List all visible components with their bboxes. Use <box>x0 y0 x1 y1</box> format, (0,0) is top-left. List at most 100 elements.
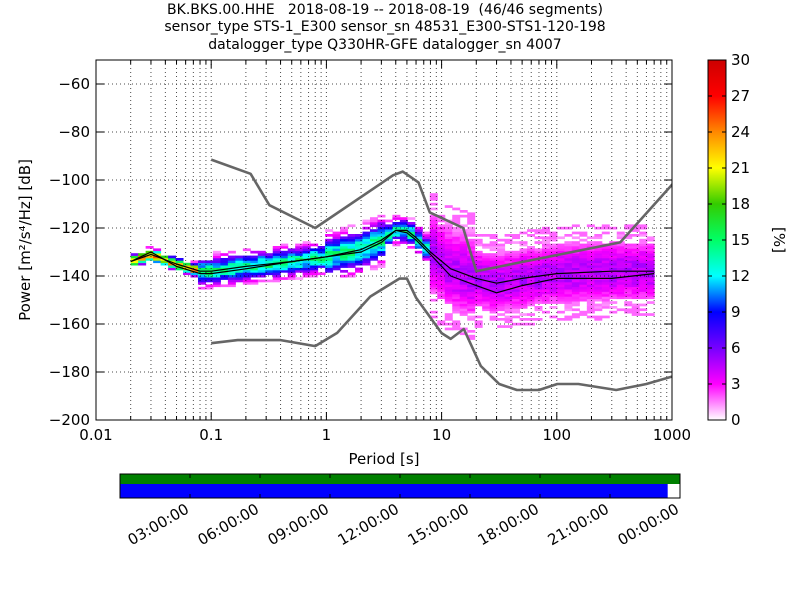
histogram-cell <box>287 248 296 252</box>
grid <box>96 60 672 420</box>
histogram-cell <box>512 301 521 304</box>
histogram-cell <box>459 214 468 218</box>
histogram-cell <box>646 236 655 240</box>
histogram-cell <box>429 282 438 285</box>
histogram-cell <box>369 234 378 237</box>
histogram-cell <box>609 296 618 300</box>
histogram-cell <box>280 250 289 254</box>
histogram-cell <box>571 265 580 268</box>
histogram-cell <box>609 301 618 304</box>
histogram-cell <box>399 234 408 237</box>
histogram-cell <box>556 291 565 295</box>
histogram-cell <box>235 258 244 261</box>
histogram-cell <box>272 279 281 283</box>
histogram-cell <box>227 272 236 276</box>
y-tick-label: −180 <box>49 363 90 381</box>
histogram-cell <box>631 267 640 271</box>
used-segments-bar <box>120 474 680 484</box>
histogram-cell <box>257 258 266 261</box>
histogram-cell <box>227 255 236 259</box>
histogram-cell <box>497 279 506 283</box>
histogram-cell <box>130 260 139 264</box>
histogram-cell <box>504 255 513 259</box>
histogram-cell <box>340 250 349 254</box>
histogram-cell <box>519 253 528 256</box>
histogram-cell <box>504 315 513 319</box>
histogram-cell <box>497 286 506 290</box>
histogram-cell <box>392 224 401 228</box>
histogram-cell <box>444 258 453 261</box>
histogram-cell <box>541 284 550 288</box>
histogram-cell <box>287 265 296 268</box>
histogram-cell <box>459 238 468 242</box>
histogram-cell <box>482 284 491 288</box>
histogram-cell <box>579 279 588 283</box>
histogram-cell <box>616 289 625 292</box>
histogram-cell <box>639 279 648 283</box>
histogram-cell <box>586 265 595 268</box>
histogram-cell <box>639 255 648 259</box>
histogram-cell <box>355 267 364 271</box>
histogram-cell <box>527 318 536 321</box>
histogram-cell <box>332 246 341 249</box>
histogram-cell <box>549 243 558 247</box>
histogram-cell <box>429 291 438 295</box>
histogram-cell <box>369 246 378 249</box>
histogram-cell <box>482 258 491 261</box>
histogram-cell <box>646 255 655 259</box>
histogram-cell <box>467 306 476 309</box>
histogram-cell <box>280 243 289 247</box>
histogram-cell <box>347 253 356 256</box>
histogram-cell <box>624 301 633 304</box>
histogram-cell <box>504 250 513 254</box>
histogram-cell <box>564 318 573 321</box>
histogram-cell <box>624 255 633 259</box>
histogram-cell <box>512 234 521 237</box>
histogram-cell <box>310 262 319 266</box>
histogram-cell <box>183 262 192 266</box>
histogram-cell <box>384 236 393 240</box>
histogram-cell <box>310 250 319 254</box>
histogram-cell <box>549 274 558 278</box>
histogram-cell <box>594 306 603 309</box>
histogram-cell <box>564 308 573 312</box>
histogram-cell <box>467 226 476 230</box>
histogram-cell <box>541 272 550 276</box>
histogram-cell <box>489 298 498 302</box>
histogram-cell <box>265 272 274 276</box>
histogram-cell <box>586 253 595 256</box>
histogram-cell <box>616 286 625 290</box>
histogram-cell <box>369 265 378 268</box>
histogram-cell <box>257 270 266 273</box>
histogram-cell <box>601 258 610 261</box>
histogram-cell <box>474 272 483 276</box>
histogram-cell <box>594 274 603 278</box>
histogram-cell <box>369 238 378 242</box>
histogram-cell <box>631 277 640 280</box>
histogram-cell <box>631 260 640 264</box>
histogram-cell <box>227 270 236 273</box>
histogram-cell <box>332 248 341 252</box>
histogram-cell <box>422 236 431 240</box>
histogram-cell <box>556 236 565 240</box>
availability-tick-label: 09:00:00 <box>265 500 332 549</box>
histogram-cell <box>571 243 580 247</box>
histogram-cell <box>459 248 468 252</box>
histogram-cell <box>497 289 506 292</box>
histogram-cell <box>280 262 289 266</box>
histogram-cell <box>392 214 401 218</box>
histogram-cell <box>489 260 498 264</box>
histogram-cell <box>624 296 633 300</box>
histogram-cell <box>295 243 304 247</box>
histogram-cell <box>586 298 595 302</box>
histogram-cell <box>556 282 565 285</box>
histogram-cell <box>482 308 491 312</box>
histogram-cell <box>452 248 461 252</box>
histogram-cell <box>489 310 498 314</box>
histogram-cell <box>197 277 206 280</box>
histogram-cell <box>556 310 565 314</box>
histogram-cell <box>437 229 446 232</box>
histogram-cell <box>459 210 468 213</box>
histogram-cell <box>265 253 274 256</box>
histogram-cell <box>519 272 528 276</box>
